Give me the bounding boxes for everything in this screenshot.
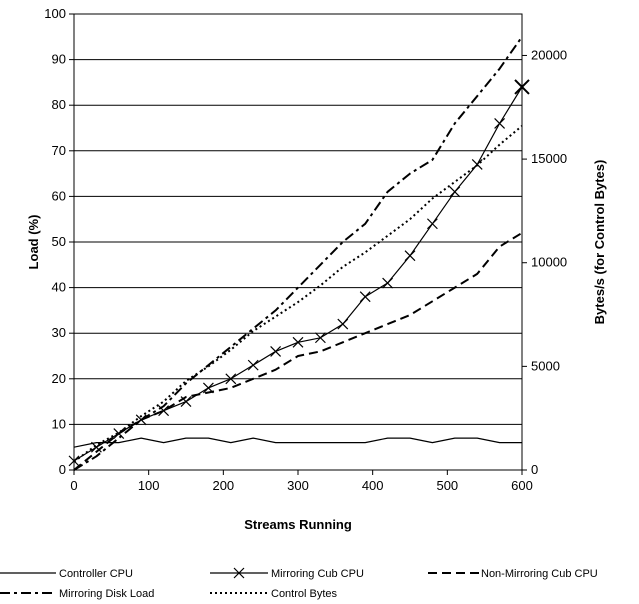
x-marker (314, 332, 326, 344)
legend-label: Mirroring Disk Load (59, 588, 154, 600)
legend-item: Mirroring Disk Load (0, 588, 154, 600)
x-marker (382, 277, 394, 289)
legend-item: Controller CPU (0, 568, 133, 580)
series-line (73, 437, 522, 448)
y2-tick-label: 20000 (531, 47, 567, 62)
x-tick-label: 500 (436, 478, 458, 493)
legend-label: Non-Mirroring Cub CPU (481, 568, 598, 580)
x-marker (359, 291, 371, 303)
legend-item: Mirroring Cub CPU (210, 567, 364, 580)
y-tick-label: 70 (52, 143, 66, 158)
series-line (73, 36, 523, 471)
y2-tick-label: 5000 (531, 358, 560, 373)
series-control-bytes (73, 125, 523, 463)
series-line (73, 232, 523, 471)
legend: Controller CPU Mirroring Cub CPU Non-Mirro… (0, 567, 598, 600)
y-tick-label: 10 (52, 416, 66, 431)
y-tick-label: 50 (52, 234, 66, 249)
y-tick-label: 30 (52, 325, 66, 340)
y2-tick-label: 10000 (531, 255, 567, 270)
legend-item: Control Bytes (210, 588, 338, 600)
y2-tick-label: 0 (531, 462, 538, 477)
gridlines (74, 13, 522, 471)
ticks: 0 100 200 300 400 500 600010203040506070809010… (44, 6, 567, 493)
legend-label: Mirroring Cub CPU (271, 568, 364, 580)
x-tick-label: 400 (362, 478, 384, 493)
legend-marker (233, 567, 245, 579)
x-tick-label: 0 (70, 478, 77, 493)
y-tick-label: 0 (59, 462, 66, 477)
x-tick-label: 600 (511, 478, 533, 493)
legend-label: Controller CPU (59, 568, 133, 580)
y-tick-label: 80 (52, 97, 66, 112)
y-tick-label: 60 (52, 188, 66, 203)
x-marker (426, 218, 438, 230)
legend-label: Control Bytes (271, 588, 338, 600)
x-tick-label: 100 (138, 478, 160, 493)
series-mirroring-cub-cpu (68, 79, 530, 467)
legend-item: Non-Mirroring Cub CPU (428, 568, 598, 580)
y-tick-label: 20 (52, 371, 66, 386)
x-marker (292, 336, 304, 348)
y-tick-label: 40 (52, 280, 66, 295)
x-axis-title: Streams Running (244, 517, 352, 532)
x-marker (337, 318, 349, 330)
series-mirroring-disk-load (73, 36, 523, 471)
x-marker (404, 250, 416, 262)
series-layer (68, 36, 530, 471)
y2-axis-title: Bytes/s (for Control Bytes) (592, 160, 607, 325)
y-tick-label: 100 (44, 6, 66, 21)
x-marker (225, 373, 237, 385)
series-non-mirroring-cub-cpu (73, 232, 523, 471)
series-controller-cpu (73, 437, 522, 448)
x-marker (270, 346, 282, 357)
x-marker (247, 359, 259, 371)
x-marker (449, 186, 461, 198)
x-tick-label: 200 (212, 478, 234, 493)
x-marker (494, 118, 506, 129)
y-tick-label: 90 (52, 52, 66, 67)
series-line (73, 86, 523, 462)
series-line (73, 125, 523, 463)
x-tick-label: 300 (287, 478, 309, 493)
y-axis-title: Load (%) (26, 215, 41, 270)
y2-tick-label: 15000 (531, 151, 567, 166)
